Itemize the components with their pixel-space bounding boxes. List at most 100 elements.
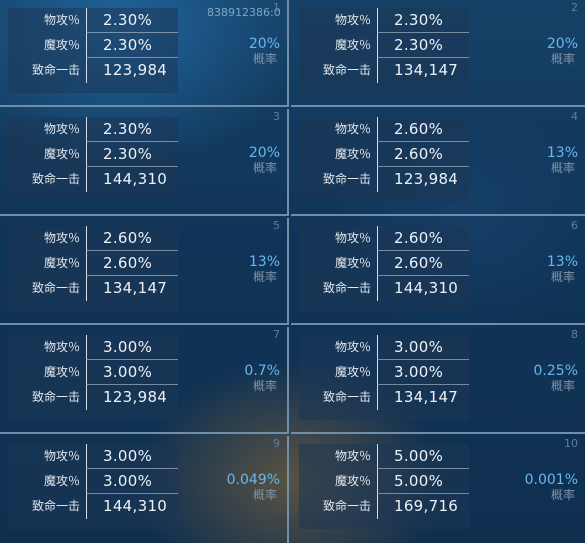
- phys-attack-label: 物攻％: [43, 122, 80, 136]
- probability-label: 概率: [550, 52, 575, 66]
- chance-value: 0.25%: [533, 363, 578, 379]
- critical-strike-value: 134,147: [377, 385, 469, 410]
- cell-index: 10: [564, 437, 578, 450]
- critical-strike-value: 123,984: [377, 167, 469, 192]
- critical-strike-label: 致命一击: [31, 390, 80, 404]
- outcome-cell: 物攻％ 2.30% 魔攻％ 2.30% 致命一击 134,147 2 20% 概率: [291, 0, 585, 107]
- phys-attack-value: 5.00%: [377, 444, 469, 469]
- outcome-cell: 物攻％ 5.00% 魔攻％ 5.00% 致命一击 169,716 10 0.001% …: [291, 436, 585, 543]
- cell-index: 4: [571, 110, 578, 123]
- chance-value: 20%: [248, 145, 280, 161]
- magic-attack-value: 3.00%: [377, 360, 469, 385]
- stat-panel: 物攻％ 3.00% 魔攻％ 3.00% 致命一击 134,147: [299, 335, 469, 420]
- stat-panel: 物攻％ 2.60% 魔攻％ 2.60% 致命一击 123,984: [299, 117, 469, 202]
- probability-label: 概率: [252, 161, 277, 175]
- stat-panel: 物攻％ 2.60% 魔攻％ 2.60% 致命一击 134,147: [8, 226, 178, 311]
- chance-value: 13%: [248, 254, 280, 270]
- chance-value: 13%: [546, 145, 578, 161]
- magic-attack-label: 魔攻％: [334, 147, 371, 161]
- critical-strike-label: 致命一击: [31, 499, 80, 513]
- critical-strike-value: 144,310: [86, 167, 178, 192]
- outcome-cell: 物攻％ 2.60% 魔攻％ 2.60% 致命一击 123,984 4 13% 概率: [291, 109, 585, 216]
- magic-attack-value: 2.30%: [86, 142, 178, 167]
- magic-attack-label: 魔攻％: [43, 365, 80, 379]
- chance-value: 20%: [546, 36, 578, 52]
- chance-value: 0.001%: [524, 472, 578, 488]
- cell-index: 9: [273, 437, 280, 450]
- phys-attack-value: 3.00%: [86, 444, 178, 469]
- magic-attack-value: 5.00%: [377, 469, 469, 494]
- phys-attack-value: 2.60%: [86, 226, 178, 251]
- magic-attack-label: 魔攻％: [334, 474, 371, 488]
- cell-index: 8: [571, 328, 578, 341]
- critical-strike-label: 致命一击: [31, 172, 80, 186]
- outcome-cell: 物攻％ 2.30% 魔攻％ 2.30% 致命一击 144,310 3 20% 概率: [0, 109, 289, 216]
- magic-attack-value: 3.00%: [86, 360, 178, 385]
- probability-label: 概率: [252, 270, 277, 284]
- phys-attack-label: 物攻％: [334, 231, 371, 245]
- stat-panel: 物攻％ 3.00% 魔攻％ 3.00% 致命一击 144,310: [8, 444, 178, 529]
- probability-label: 概率: [252, 52, 277, 66]
- probability-label: 概率: [252, 488, 277, 502]
- critical-strike-value: 123,984: [86, 385, 178, 410]
- magic-attack-label: 魔攻％: [334, 38, 371, 52]
- phys-attack-label: 物攻％: [334, 13, 371, 27]
- stat-panel: 物攻％ 3.00% 魔攻％ 3.00% 致命一击 123,984: [8, 335, 178, 420]
- cell-index: 5: [273, 219, 280, 232]
- cell-index: 7: [273, 328, 280, 341]
- probability-label: 概率: [550, 161, 575, 175]
- phys-attack-value: 3.00%: [377, 335, 469, 360]
- critical-strike-label: 致命一击: [31, 281, 80, 295]
- critical-strike-label: 致命一击: [322, 63, 371, 77]
- magic-attack-label: 魔攻％: [43, 38, 80, 52]
- magic-attack-value: 2.60%: [86, 251, 178, 276]
- phys-attack-value: 2.60%: [377, 117, 469, 142]
- critical-strike-value: 144,310: [377, 276, 469, 301]
- stat-panel: 物攻％ 2.30% 魔攻％ 2.30% 致命一击 123,984: [8, 8, 178, 93]
- critical-strike-label: 致命一击: [31, 63, 80, 77]
- phys-attack-value: 2.30%: [86, 8, 178, 33]
- chance-value: 20%: [248, 36, 280, 52]
- chance-value: 13%: [546, 254, 578, 270]
- phys-attack-label: 物攻％: [43, 340, 80, 354]
- critical-strike-value: 123,984: [86, 58, 178, 83]
- critical-strike-value: 134,147: [377, 58, 469, 83]
- outcome-cell: 物攻％ 2.60% 魔攻％ 2.60% 致命一击 144,310 6 13% 概率: [291, 218, 585, 325]
- outcome-cell: 物攻％ 2.60% 魔攻％ 2.60% 致命一击 134,147 5 13% 概率: [0, 218, 289, 325]
- probability-label: 概率: [550, 488, 575, 502]
- critical-strike-label: 致命一击: [322, 499, 371, 513]
- chance-value: 0.7%: [244, 363, 280, 379]
- phys-attack-label: 物攻％: [43, 449, 80, 463]
- magic-attack-value: 3.00%: [86, 469, 178, 494]
- outcome-cell: 物攻％ 3.00% 魔攻％ 3.00% 致命一击 123,984 7 0.7% 概率: [0, 327, 289, 434]
- magic-attack-value: 2.30%: [377, 33, 469, 58]
- critical-strike-value: 169,716: [377, 494, 469, 519]
- magic-attack-label: 魔攻％: [334, 256, 371, 270]
- phys-attack-label: 物攻％: [334, 340, 371, 354]
- critical-strike-value: 134,147: [86, 276, 178, 301]
- magic-attack-label: 魔攻％: [43, 474, 80, 488]
- outcome-cell: 物攻％ 3.00% 魔攻％ 3.00% 致命一击 134,147 8 0.25% 概率: [291, 327, 585, 434]
- stat-panel: 物攻％ 2.60% 魔攻％ 2.60% 致命一击 144,310: [299, 226, 469, 311]
- id-text: 838912386:0: [207, 6, 281, 19]
- phys-attack-label: 物攻％: [43, 13, 80, 27]
- magic-attack-value: 2.60%: [377, 251, 469, 276]
- phys-attack-value: 3.00%: [86, 335, 178, 360]
- stat-panel: 物攻％ 5.00% 魔攻％ 5.00% 致命一击 169,716: [299, 444, 469, 529]
- critical-strike-value: 144,310: [86, 494, 178, 519]
- stat-panel: 物攻％ 2.30% 魔攻％ 2.30% 致命一击 144,310: [8, 117, 178, 202]
- phys-attack-value: 2.30%: [86, 117, 178, 142]
- magic-attack-label: 魔攻％: [43, 256, 80, 270]
- outcome-cell: 物攻％ 2.30% 魔攻％ 2.30% 致命一击 123,984 838912386:…: [0, 0, 289, 107]
- magic-attack-label: 魔攻％: [334, 365, 371, 379]
- stat-panel: 物攻％ 2.30% 魔攻％ 2.30% 致命一击 134,147: [299, 8, 469, 93]
- probability-label: 概率: [252, 379, 277, 393]
- magic-attack-label: 魔攻％: [43, 147, 80, 161]
- critical-strike-label: 致命一击: [322, 172, 371, 186]
- outcome-cell: 物攻％ 3.00% 魔攻％ 3.00% 致命一击 144,310 9 0.049% 概…: [0, 436, 289, 543]
- critical-strike-label: 致命一击: [322, 390, 371, 404]
- magic-attack-value: 2.30%: [86, 33, 178, 58]
- cell-index: 2: [571, 1, 578, 14]
- phys-attack-label: 物攻％: [334, 122, 371, 136]
